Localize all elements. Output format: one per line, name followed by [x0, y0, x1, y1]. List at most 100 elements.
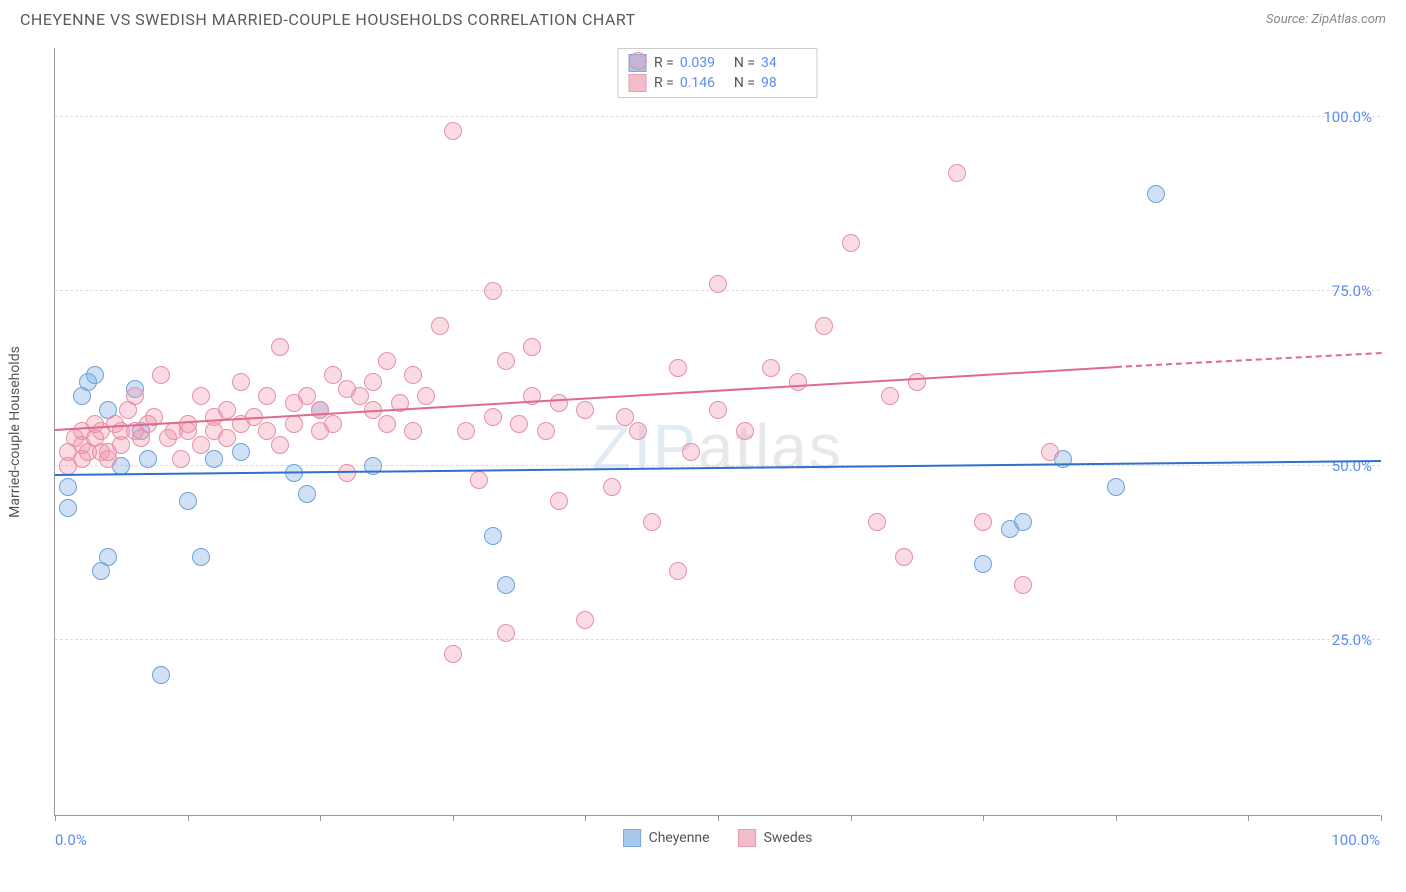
y-tick-label: 25.0% — [1332, 631, 1372, 649]
data-point — [172, 450, 190, 468]
data-point — [192, 436, 210, 454]
legend-series: Cheyenne Swedes — [623, 829, 813, 847]
data-point — [192, 387, 210, 405]
data-point — [271, 338, 289, 356]
data-point — [629, 52, 647, 70]
data-point — [1107, 478, 1125, 496]
data-point — [444, 122, 462, 140]
data-point — [285, 415, 303, 433]
data-point — [232, 443, 250, 461]
legend-r-label: R = — [654, 75, 674, 91]
data-point — [152, 366, 170, 384]
data-point — [576, 401, 594, 419]
legend-item: Swedes — [738, 829, 813, 847]
x-tick — [1116, 815, 1117, 821]
x-tick — [55, 815, 56, 821]
data-point — [484, 282, 502, 300]
data-point — [603, 478, 621, 496]
data-point — [417, 387, 435, 405]
data-point — [948, 164, 966, 182]
data-point — [497, 576, 515, 594]
data-point — [537, 422, 555, 440]
data-point — [709, 275, 727, 293]
data-point — [523, 338, 541, 356]
x-tick — [983, 815, 984, 821]
legend-n-label: N = — [734, 55, 755, 71]
gridline — [55, 116, 1380, 117]
data-point — [232, 373, 250, 391]
source-attribution: Source: ZipAtlas.com — [1266, 12, 1386, 27]
data-point — [431, 317, 449, 335]
legend-swatch — [628, 74, 646, 92]
x-tick — [453, 815, 454, 821]
gridline — [55, 465, 1380, 466]
legend-stats: R =0.039N =34R =0.146N =98 — [617, 48, 818, 98]
data-point — [112, 436, 130, 454]
data-point — [86, 366, 104, 384]
data-point — [868, 513, 886, 531]
data-point — [510, 415, 528, 433]
scatter-chart: Married-couple Households ZIPatlas R =0.… — [54, 48, 1380, 816]
legend-stat-row: R = 0.146 N = 98 — [628, 73, 807, 93]
legend-n-value: 34 — [761, 55, 807, 71]
legend-r-label: R = — [654, 55, 674, 71]
data-point — [324, 415, 342, 433]
x-tick — [1381, 815, 1382, 821]
data-point — [258, 387, 276, 405]
data-point — [179, 415, 197, 433]
data-point — [139, 450, 157, 468]
x-tick — [718, 815, 719, 821]
data-point — [192, 548, 210, 566]
trend-line — [55, 366, 1116, 431]
data-point — [629, 422, 647, 440]
legend-r-value: 0.146 — [680, 75, 726, 91]
data-point — [550, 492, 568, 510]
data-point — [682, 443, 700, 461]
data-point — [643, 513, 661, 531]
legend-n-value: 98 — [761, 75, 807, 91]
data-point — [1041, 443, 1059, 461]
chart-title: CHEYENNE VS SWEDISH MARRIED-COUPLE HOUSE… — [20, 10, 636, 29]
data-point — [497, 352, 515, 370]
data-point — [762, 359, 780, 377]
data-point — [908, 373, 926, 391]
data-point — [484, 527, 502, 545]
data-point — [497, 624, 515, 642]
x-axis-min-label: 0.0% — [55, 831, 87, 849]
data-point — [842, 234, 860, 252]
legend-n-label: N = — [734, 75, 755, 91]
data-point — [378, 415, 396, 433]
data-point — [1014, 576, 1032, 594]
data-point — [550, 394, 568, 412]
data-point — [974, 555, 992, 573]
data-point — [404, 366, 422, 384]
x-tick — [585, 815, 586, 821]
legend-stat-row: R =0.039N =34 — [628, 53, 807, 73]
x-axis-max-label: 100.0% — [1331, 831, 1380, 849]
data-point — [205, 450, 223, 468]
trend-line — [55, 460, 1381, 476]
legend-item: Cheyenne — [623, 829, 710, 847]
data-point — [59, 499, 77, 517]
data-point — [1014, 513, 1032, 531]
x-tick — [320, 815, 321, 821]
y-tick-label: 75.0% — [1332, 282, 1372, 300]
data-point — [298, 485, 316, 503]
y-axis-label: Married-couple Households — [7, 346, 23, 518]
data-point — [152, 666, 170, 684]
data-point — [974, 513, 992, 531]
data-point — [484, 408, 502, 426]
data-point — [99, 548, 117, 566]
data-point — [736, 422, 754, 440]
data-point — [271, 436, 289, 454]
data-point — [364, 373, 382, 391]
trend-line-extrapolated — [1116, 352, 1381, 368]
data-point — [669, 359, 687, 377]
data-point — [576, 611, 594, 629]
data-point — [378, 352, 396, 370]
data-point — [179, 492, 197, 510]
legend-swatch — [738, 829, 756, 847]
x-tick — [851, 815, 852, 821]
data-point — [457, 422, 475, 440]
data-point — [126, 387, 144, 405]
